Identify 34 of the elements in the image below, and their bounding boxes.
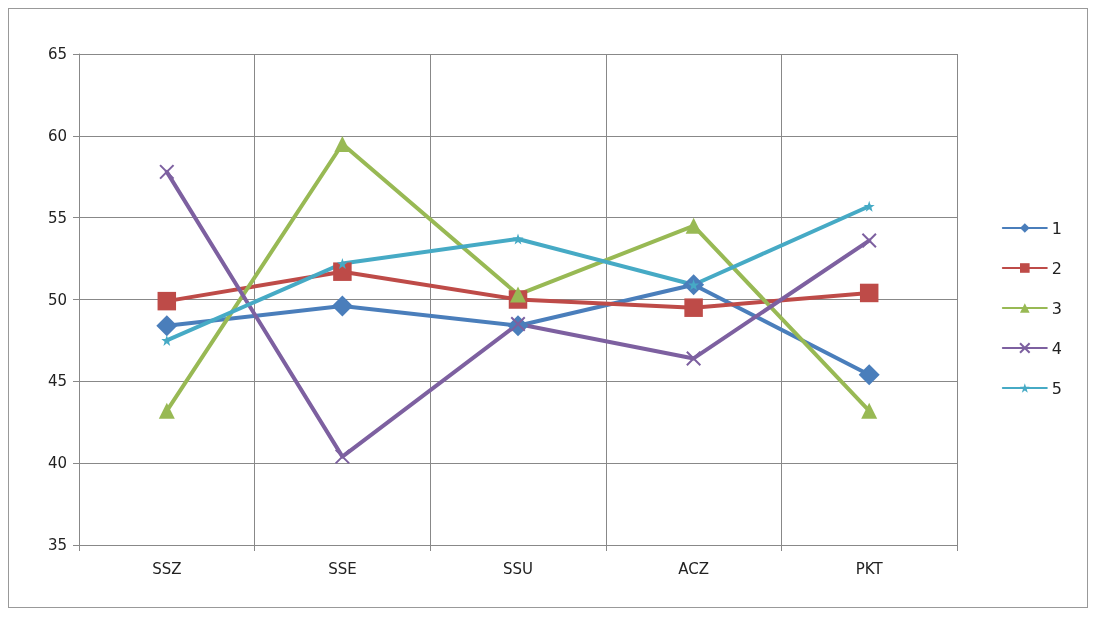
- point: [684, 298, 703, 317]
- x-tick-label: PKT: [855, 559, 884, 578]
- legend-label: 3: [1051, 298, 1063, 318]
- point: [858, 364, 880, 386]
- point: [510, 286, 526, 303]
- point: [158, 402, 175, 419]
- x-tick-label: SSE: [328, 559, 357, 578]
- point: [863, 200, 875, 212]
- point: [861, 232, 877, 249]
- legend-label: 4: [1051, 338, 1063, 358]
- point: [859, 283, 879, 303]
- legend-label: 1: [1051, 218, 1063, 238]
- point: [159, 164, 175, 180]
- y-tick-label: 40: [47, 454, 67, 473]
- point: [331, 295, 353, 317]
- y-tick-label: 45: [47, 372, 67, 391]
- y-tick-label: 35: [47, 536, 67, 554]
- legend-label: 5: [1051, 378, 1063, 398]
- x-tick-label: ACZ: [678, 559, 709, 578]
- x-tick-label: SSU: [502, 559, 534, 578]
- point: [336, 257, 348, 269]
- point: [334, 448, 351, 465]
- y-tick-label: 65: [47, 45, 67, 63]
- y-tick-label: 60: [47, 126, 67, 145]
- y-tick-label: 55: [47, 208, 67, 227]
- point: [685, 350, 702, 367]
- point: [685, 217, 702, 234]
- point: [156, 315, 178, 337]
- y-tick-label: 50: [47, 290, 67, 309]
- point: [157, 291, 177, 311]
- point: [334, 136, 351, 153]
- point: [861, 402, 878, 419]
- x-tick-label: SSZ: [152, 559, 182, 578]
- legend-label: 2: [1051, 258, 1063, 278]
